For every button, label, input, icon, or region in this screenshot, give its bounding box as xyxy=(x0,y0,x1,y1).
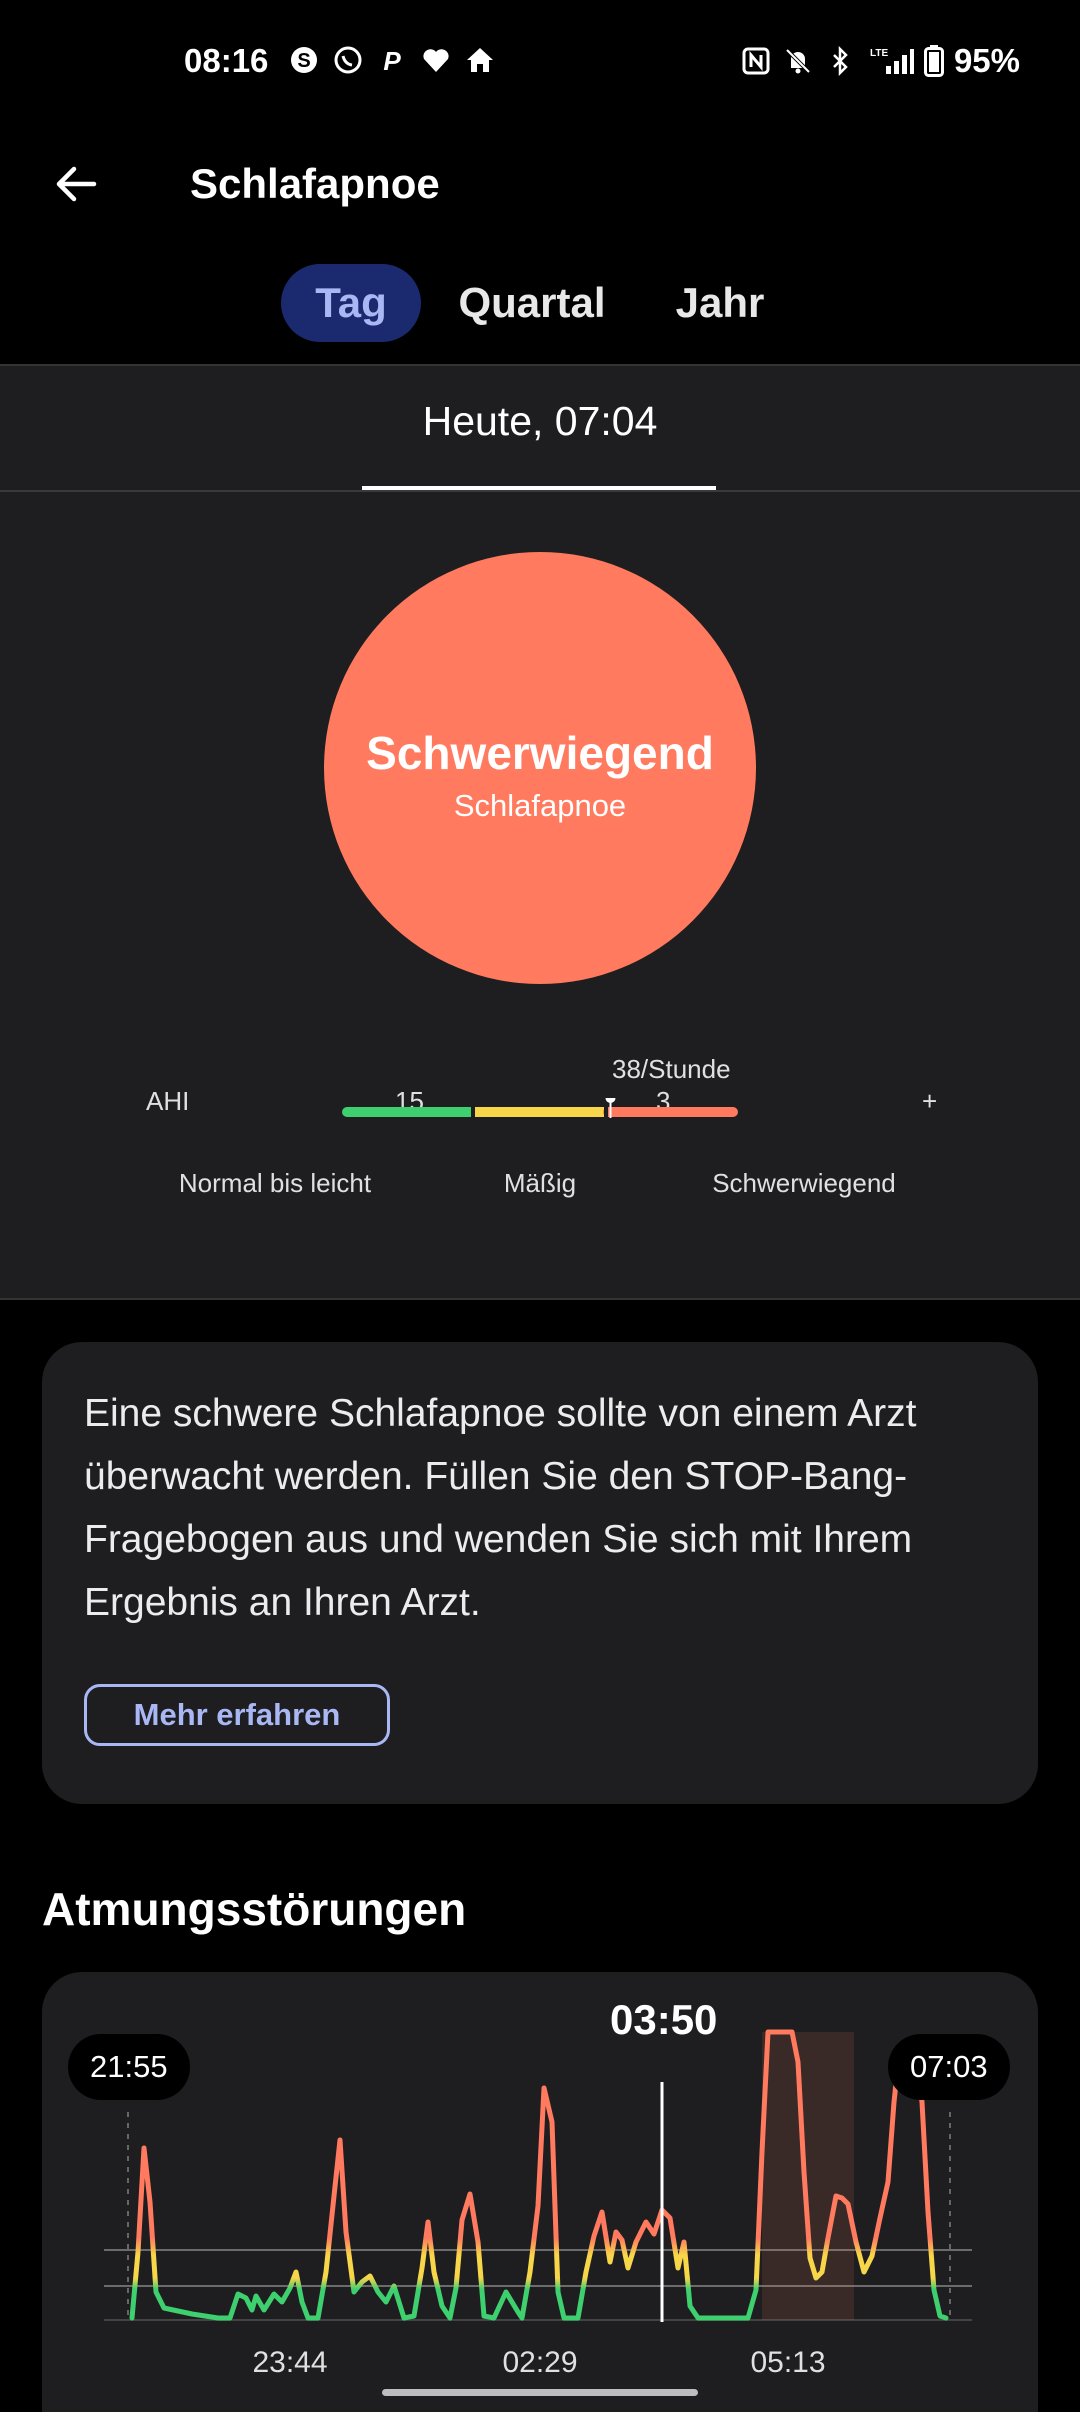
battery-icon xyxy=(923,45,944,77)
app-header: Schlafapnoe xyxy=(0,130,1080,250)
status-bar: 08:16 S P LTE 95% xyxy=(0,0,1080,130)
heart-icon xyxy=(420,44,452,76)
home-icon xyxy=(464,44,496,76)
severity-circle: Schwerwiegend Schlafapnoe xyxy=(324,552,756,984)
back-button[interactable] xyxy=(40,148,112,220)
breathing-line xyxy=(129,2029,949,2321)
ahi-marker-label: 38/Stunde xyxy=(612,1054,731,1084)
svg-text:P: P xyxy=(383,46,401,75)
home-indicator[interactable] xyxy=(382,2389,698,2396)
learn-more-button[interactable]: Mehr erfahren xyxy=(84,1684,390,1746)
ahi-zone-label-severe: Schwerwiegend xyxy=(712,1168,896,1198)
battery-percent: 95% xyxy=(953,42,1020,79)
bell-off-icon xyxy=(782,45,814,77)
date-label: Heute, 07:04 xyxy=(422,398,658,444)
bluetooth-icon xyxy=(824,45,856,77)
breathing-chart-card[interactable]: 23:44 02:29 05:13 21:55 07:03 03:50 xyxy=(42,1972,1038,2412)
x-tick-label: 05:13 xyxy=(750,2346,825,2379)
period-tabs: Tag Quartal Jahr xyxy=(0,262,1080,344)
severity-title: Schwerwiegend xyxy=(366,727,714,779)
tab-quartal[interactable]: Quartal xyxy=(458,279,606,326)
ahi-zone-label-moderate: Mäßig xyxy=(503,1168,577,1198)
ahi-tick-plus: + xyxy=(922,1086,938,1116)
x-tick-label: 23:44 xyxy=(252,2346,327,2379)
status-time: 08:16 xyxy=(184,42,269,79)
skype-icon: S xyxy=(288,44,320,76)
sleep-apnea-panel: Heute, 07:04 Schwerwiegend Schlafapnoe 3… xyxy=(0,364,1080,1300)
severity-subtitle: Schlafapnoe xyxy=(453,788,627,823)
start-time-badge: 21:55 xyxy=(68,2034,190,2100)
date-selector[interactable]: Heute, 07:04 xyxy=(0,366,1080,492)
x-tick-label: 02:29 xyxy=(502,2346,577,2379)
nfc-icon xyxy=(740,45,772,77)
page-title: Schlafapnoe xyxy=(190,160,440,207)
paypal-icon: P xyxy=(376,44,408,76)
info-text: Eine schwere Schlafapnoe sollte von eine… xyxy=(84,1392,917,1624)
tab-tag[interactable]: Tag xyxy=(281,264,421,342)
whatsapp-icon xyxy=(332,44,364,76)
ahi-label: AHI xyxy=(146,1086,190,1116)
ahi-zone-label-normal: Normal bis leicht xyxy=(178,1168,372,1198)
breathing-section-title: Atmungsstörungen xyxy=(42,1883,467,1935)
highlight-region xyxy=(762,2032,854,2320)
svg-text:LTE: LTE xyxy=(870,48,888,59)
tab-jahr[interactable]: Jahr xyxy=(675,279,765,326)
end-time-badge: 07:03 xyxy=(888,2034,1010,2100)
info-card: Eine schwere Schlafapnoe sollte von eine… xyxy=(42,1342,1038,1804)
date-underline xyxy=(362,486,716,490)
breathing-chart[interactable]: 23:44 02:29 05:13 xyxy=(42,1972,1038,2412)
arrow-left-icon xyxy=(56,166,97,202)
selected-time-label: 03:50 xyxy=(590,1980,738,2060)
svg-text:S: S xyxy=(297,50,310,72)
ahi-marker-dot xyxy=(605,1098,616,1103)
ahi-scale-bar xyxy=(342,1098,738,1118)
lte-signal-icon: LTE xyxy=(866,45,914,77)
